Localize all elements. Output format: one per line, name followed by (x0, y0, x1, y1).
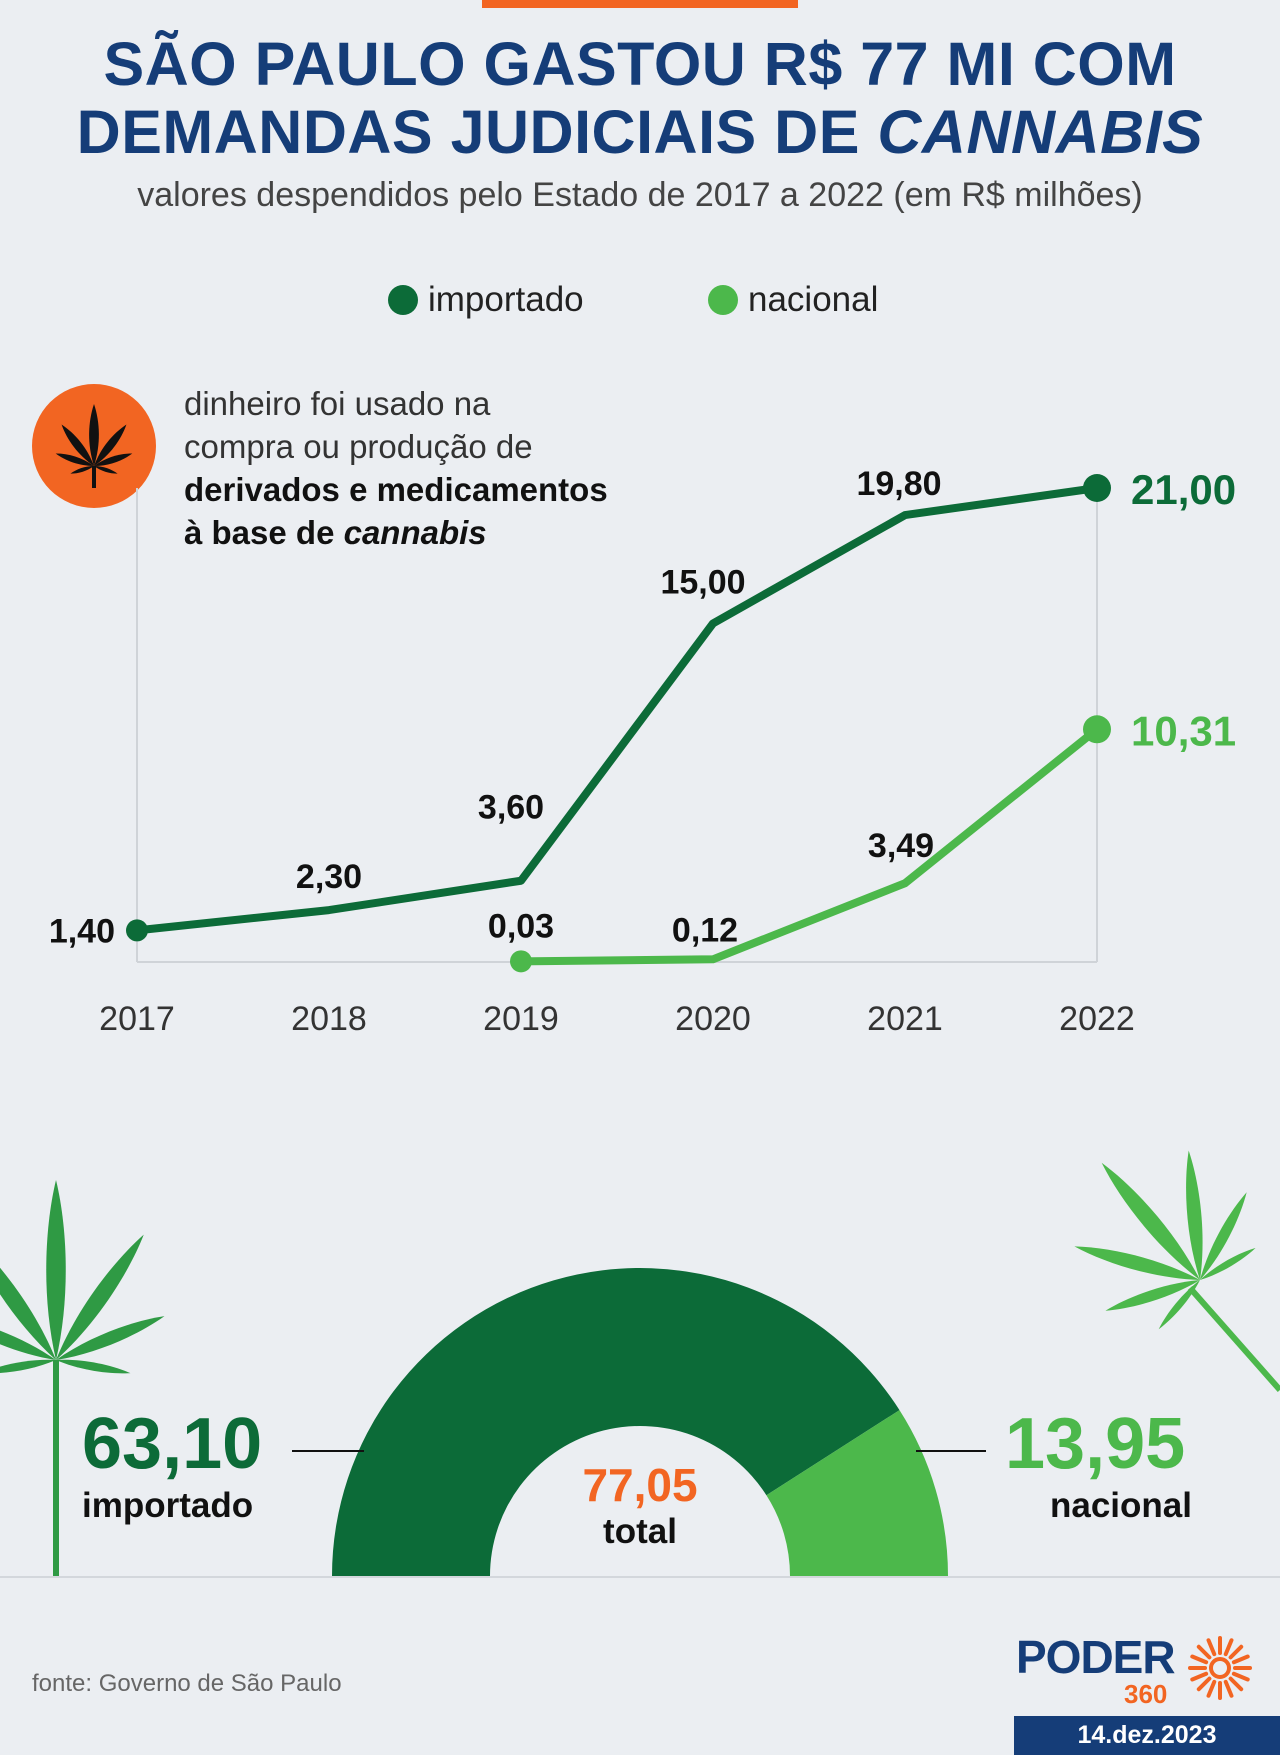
legend-dot-nacional (708, 285, 738, 315)
donut-total-label: total (603, 1512, 677, 1551)
note-line-3: derivados e medicamentos (184, 471, 608, 508)
sun-ray (1206, 1638, 1217, 1657)
importado-total-value: 63,10 (82, 1404, 263, 1484)
donut-total-value: 77,05 (582, 1459, 698, 1511)
x-tick-label: 2020 (675, 1000, 751, 1038)
donut-chart (292, 1268, 986, 1576)
donut-slice-nacional (766, 1410, 948, 1576)
x-tick-label: 2018 (291, 1000, 367, 1038)
series-point-nacional (1083, 715, 1111, 744)
data-label-importado: 19,80 (856, 465, 941, 503)
title-line-1: SÃO PAULO GASTOU R$ 77 MI COM (103, 30, 1177, 98)
sun-ray (1196, 1676, 1212, 1692)
sun-ray (1228, 1644, 1244, 1660)
sun-ray (1223, 1638, 1234, 1657)
logo-poder: PODER (1016, 1631, 1176, 1683)
series-line-nacional (520, 726, 1100, 966)
title-line-2: DEMANDAS JUDICIAIS DE CANNABIS (0, 98, 1280, 166)
sun-ray (1231, 1671, 1250, 1682)
legend-nacional: nacional (708, 280, 878, 320)
nacional-total-label: nacional (1050, 1486, 1192, 1525)
series-point-importado (1083, 474, 1111, 502)
note-line-2: compra ou produção de (184, 428, 533, 465)
top-accent-bar (482, 0, 798, 8)
x-tick-label: 2022 (1059, 1000, 1135, 1038)
legend-label-nacional: nacional (748, 280, 879, 319)
series-line-importado (136, 484, 1098, 935)
data-label-nacional: 10,31 (1131, 707, 1236, 754)
legend-label-importado: importado (428, 280, 584, 319)
legend-dot-importado (388, 285, 418, 315)
sun-ray (1196, 1644, 1212, 1660)
title-line-2-text: DEMANDAS JUDICIAIS DE (76, 98, 878, 166)
source-text: fonte: Governo de São Paulo (32, 1670, 342, 1697)
title-line-2-italic: CANNABIS (877, 98, 1204, 166)
importado-total-label: importado (82, 1486, 254, 1525)
sun-core (1209, 1657, 1231, 1679)
date-badge: 14.dez.2023 (1014, 1716, 1280, 1755)
x-tick-label: 2021 (867, 1000, 943, 1038)
note-line-4-italic: cannabis (343, 514, 487, 551)
data-label-importado: 15,00 (660, 563, 745, 601)
legend-importado: importado (388, 280, 584, 320)
data-label-importado: 1,40 (49, 912, 115, 950)
logo-360: 360 (1124, 1679, 1168, 1709)
note-line-1: dinheiro foi usado na (184, 385, 491, 422)
sun-ray (1223, 1679, 1234, 1698)
sun-ray (1190, 1654, 1209, 1665)
subtitle: valores despendidos pelo Estado de 2017 … (137, 176, 1143, 214)
data-label-nacional: 0,03 (488, 907, 554, 945)
footer-divider (0, 1576, 1280, 1578)
series-point-importado (126, 919, 148, 942)
note-text: dinheiro foi usado na compra ou produção… (184, 382, 608, 554)
cannabis-leaf-icon (55, 404, 133, 488)
data-label-importado: 3,60 (478, 789, 544, 827)
data-label-importado: 2,30 (296, 858, 362, 896)
donut-slice-importado (332, 1268, 900, 1576)
sun-ray (1231, 1654, 1250, 1665)
line-chart: 2017 2018 2019 2020 2021 2022 1,40 2,30 3,60 15,0… (49, 465, 1236, 1038)
data-label-nacional: 0,12 (672, 911, 738, 949)
data-label-nacional: 3,49 (868, 827, 934, 865)
note-line-4: à base de (184, 514, 344, 551)
x-tick-label: 2019 (483, 1000, 559, 1038)
data-label-importado: 21,00 (1131, 466, 1236, 513)
series-point-nacional (510, 950, 532, 973)
nacional-total-value: 13,95 (1005, 1404, 1186, 1484)
note-badge (32, 384, 156, 508)
x-tick-label: 2017 (99, 1000, 175, 1038)
sun-ray (1190, 1671, 1209, 1682)
sun-ray (1206, 1679, 1217, 1698)
sun-ray (1228, 1676, 1244, 1692)
